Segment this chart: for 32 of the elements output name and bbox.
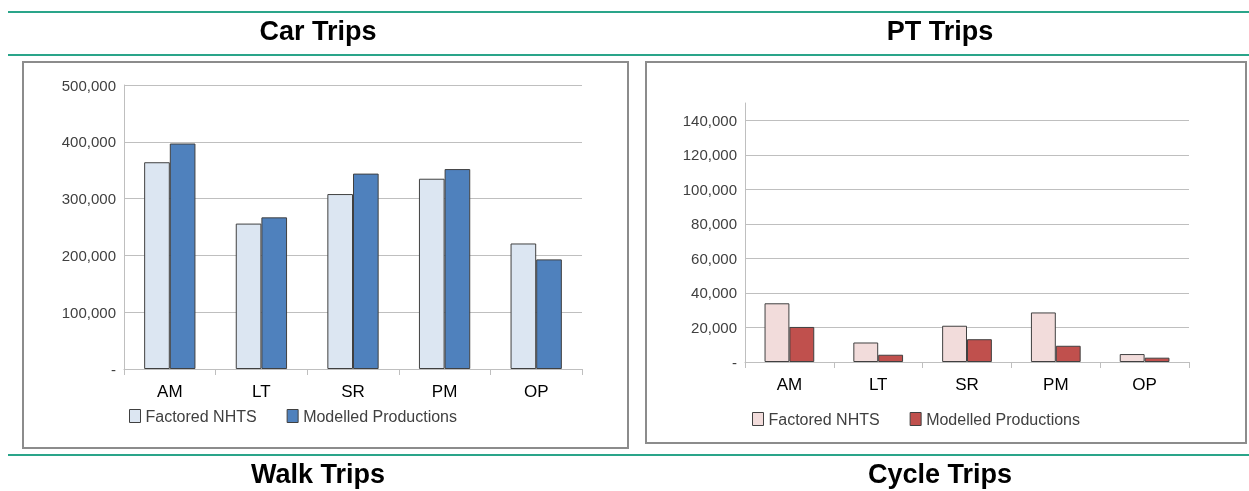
chart-title: Car Trips [258,16,378,47]
chart-title: PT Trips [885,16,995,47]
x-tick-label: SR [341,382,365,401]
y-tick-label: 40,000 [691,284,737,302]
x-tick-label: LT [868,375,888,394]
text: Cycle Trips [866,459,1014,490]
x-tick-label: AM [776,375,803,394]
x-tick-label: PM [431,382,458,401]
y-tick-label: 140,000 [682,111,737,129]
y-tick-label: 400,000 [61,133,116,151]
y-tick-label: 20,000 [691,318,737,336]
y-tick-label: 100,000 [61,303,116,321]
legend-label: Modelled Productions [303,407,458,425]
y-tick-label: 80,000 [691,215,737,233]
legend-label: Factored NHTS [768,410,880,428]
x-tick-label: OP [1132,375,1157,394]
x-tick-label: AM [157,382,183,401]
text: Walk Trips [249,459,386,490]
x-tick-label: PM [1043,375,1069,394]
legend-label: Modelled Productions [926,410,1081,428]
legend-label: Factored NHTS [145,407,257,425]
y-tick-label: 500,000 [61,76,116,94]
x-tick-label: LT [252,382,271,401]
x-tick-label: SR [955,375,979,394]
y-tick-label: - [111,360,116,378]
y-tick-label: - [732,353,737,371]
y-tick-label: 300,000 [61,190,116,208]
y-tick-label: 200,000 [61,246,116,264]
x-tick-label: OP [523,382,549,401]
y-tick-label: 60,000 [691,249,737,267]
y-tick-label: 120,000 [682,146,737,164]
y-tick-label: 100,000 [682,180,737,198]
